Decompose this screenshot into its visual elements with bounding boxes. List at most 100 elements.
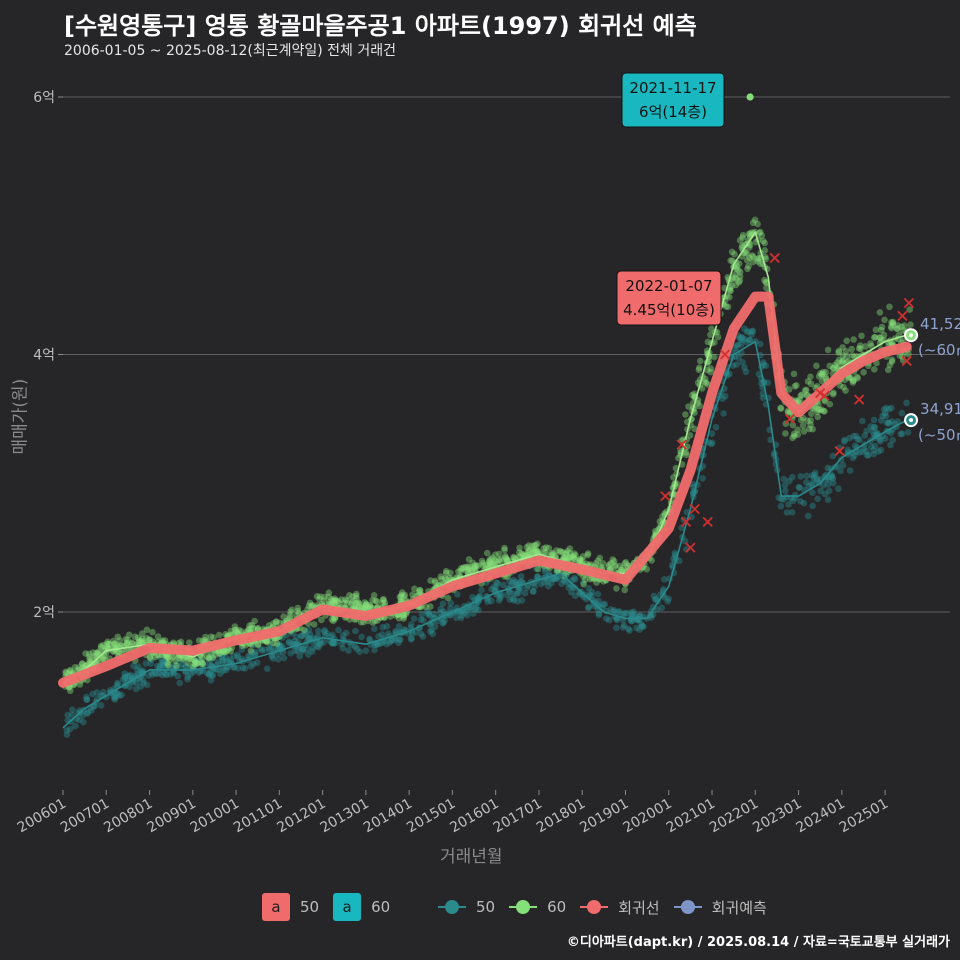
data-point-60 [264, 638, 271, 646]
data-point-60 [356, 603, 364, 610]
data-point-60 [198, 655, 206, 662]
data-point-50 [738, 336, 745, 344]
data-point-50 [572, 592, 579, 600]
data-point-50 [797, 473, 804, 480]
data-point-50 [759, 394, 767, 402]
data-point-60 [374, 617, 381, 624]
data-point-50 [299, 646, 306, 653]
data-point-60 [728, 248, 736, 256]
data-point-60 [730, 274, 738, 281]
data-point-60 [696, 364, 703, 372]
data-point-60 [207, 633, 215, 641]
data-point-50 [132, 685, 140, 693]
data-point-50 [883, 419, 891, 427]
data-point-50 [184, 673, 192, 680]
data-point-50 [139, 676, 147, 684]
data-point-50 [83, 693, 90, 701]
data-point-60 [596, 554, 604, 562]
data-point-50 [759, 359, 767, 366]
data-point-60 [180, 654, 188, 662]
data-point-60 [474, 562, 482, 570]
data-point-50 [488, 597, 495, 605]
data-point-60 [735, 266, 742, 274]
data-point-60 [483, 549, 491, 557]
data-point-60 [122, 635, 130, 643]
data-point-50 [153, 670, 160, 678]
data-point-60 [195, 637, 203, 644]
data-point-50 [439, 620, 447, 627]
data-point-60 [695, 366, 703, 374]
data-point-50 [534, 573, 541, 581]
data-point-60 [826, 362, 833, 370]
data-point-50 [218, 653, 226, 661]
data-point-50 [887, 429, 895, 437]
data-point-60 [689, 391, 696, 399]
data-point-60 [186, 639, 193, 646]
data-point-50 [796, 484, 803, 491]
data-point-60 [442, 567, 450, 575]
data-point-60 [818, 406, 825, 413]
data-point-60 [510, 553, 517, 561]
data-point-60 [321, 593, 328, 601]
data-point-60 [867, 340, 874, 347]
data-point-60 [215, 650, 223, 657]
data-point-50 [595, 597, 603, 605]
data-point-50 [285, 638, 293, 645]
data-point-50 [313, 639, 321, 646]
data-point-60 [888, 356, 896, 364]
data-point-60 [686, 432, 694, 439]
data-point-60 [78, 660, 86, 667]
data-point-60 [62, 668, 70, 676]
data-point-60 [800, 428, 808, 435]
data-point-60 [487, 555, 494, 563]
data-point-60 [269, 620, 277, 627]
data-point-60 [95, 648, 102, 656]
data-point-50 [825, 487, 833, 495]
data-point-60 [210, 634, 217, 641]
data-point-60 [754, 220, 761, 228]
data-point-50 [208, 672, 216, 679]
data-point-60 [348, 601, 355, 608]
data-point-50 [300, 645, 307, 653]
data-point-60 [273, 618, 280, 626]
data-point-60 [111, 643, 118, 650]
data-point-60 [223, 647, 230, 655]
data-point-60 [822, 368, 830, 376]
data-point-60 [824, 346, 832, 354]
data-point-60 [495, 550, 503, 558]
data-point-60 [762, 279, 769, 286]
data-point-60 [111, 640, 119, 647]
data-point-60 [344, 597, 352, 604]
data-point-50 [212, 666, 220, 673]
data-point-60 [901, 322, 908, 329]
data-point-50 [579, 579, 587, 586]
data-point-50 [870, 450, 878, 458]
legend-fill-key-50: a [262, 893, 290, 921]
data-point-60 [116, 648, 123, 655]
data-point-60 [888, 358, 896, 365]
data-point-50 [195, 669, 203, 676]
data-point-50 [894, 418, 902, 425]
data-point-60 [402, 610, 410, 617]
data-point-50 [870, 416, 878, 424]
data-point-60 [205, 654, 213, 661]
data-point-60 [691, 390, 698, 398]
data-point-50 [603, 615, 610, 622]
data-point-60 [835, 356, 843, 364]
x-tick-label: 200701 [58, 796, 112, 837]
data-point-60 [835, 347, 843, 355]
data-point-60 [79, 660, 86, 667]
data-point-50 [407, 621, 415, 628]
x-tick-label: 201301 [318, 796, 372, 837]
data-point-50 [223, 657, 230, 665]
data-point-60 [199, 637, 206, 644]
trade-x-marker [689, 503, 700, 515]
data-point-50 [447, 604, 454, 612]
data-point-50 [342, 629, 350, 637]
data-point-60 [124, 636, 131, 644]
data-point-50 [135, 663, 142, 670]
data-point-60 [858, 332, 865, 340]
data-point-50 [203, 669, 211, 677]
data-point-60 [896, 352, 904, 360]
